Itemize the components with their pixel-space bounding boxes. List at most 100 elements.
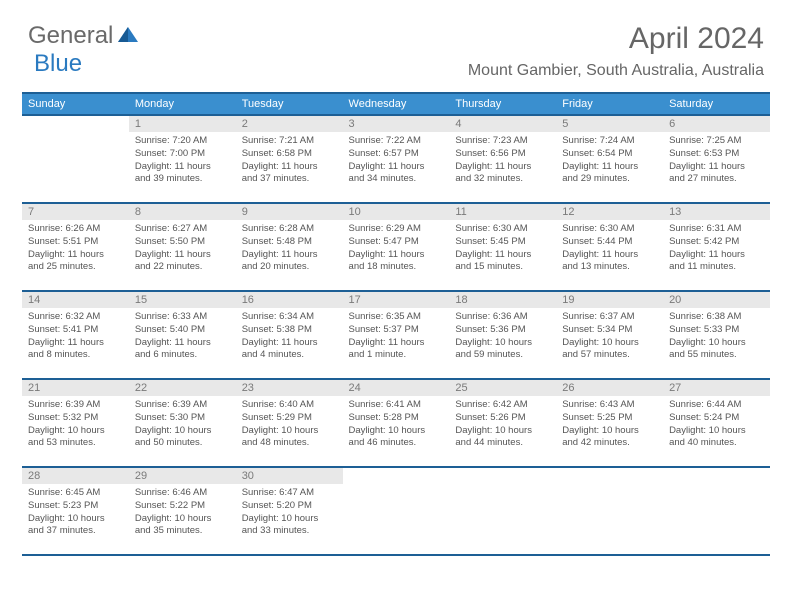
sunrise-text: Sunrise: 7:22 AM	[349, 135, 444, 148]
sunrise-text: Sunrise: 6:29 AM	[349, 223, 444, 236]
sunset-text: Sunset: 5:45 PM	[455, 236, 550, 249]
calendar-day-cell: 20Sunrise: 6:38 AMSunset: 5:33 PMDayligh…	[663, 291, 770, 379]
day-details: Sunrise: 6:35 AMSunset: 5:37 PMDaylight:…	[343, 308, 450, 364]
day-details: Sunrise: 6:39 AMSunset: 5:32 PMDaylight:…	[22, 396, 129, 452]
sunrise-text: Sunrise: 6:47 AM	[242, 487, 337, 500]
daylight-text: Daylight: 11 hours	[455, 161, 550, 174]
day-details: Sunrise: 7:24 AMSunset: 6:54 PMDaylight:…	[556, 132, 663, 188]
title-block: April 2024 Mount Gambier, South Australi…	[468, 22, 764, 80]
calendar-day-cell: 22Sunrise: 6:39 AMSunset: 5:30 PMDayligh…	[129, 379, 236, 467]
daylight-text: Daylight: 11 hours	[455, 249, 550, 262]
calendar-day-cell: 18Sunrise: 6:36 AMSunset: 5:36 PMDayligh…	[449, 291, 556, 379]
sunset-text: Sunset: 5:20 PM	[242, 500, 337, 513]
calendar-day-cell: 3Sunrise: 7:22 AMSunset: 6:57 PMDaylight…	[343, 115, 450, 203]
day-details: Sunrise: 6:31 AMSunset: 5:42 PMDaylight:…	[663, 220, 770, 276]
day-number: 13	[663, 204, 770, 220]
header: General April 2024 Mount Gambier, South …	[0, 0, 792, 86]
day-details: Sunrise: 6:36 AMSunset: 5:36 PMDaylight:…	[449, 308, 556, 364]
sunset-text: Sunset: 6:54 PM	[562, 148, 657, 161]
sunset-text: Sunset: 5:50 PM	[135, 236, 230, 249]
sunset-text: Sunset: 5:23 PM	[28, 500, 123, 513]
daylight-text: Daylight: 11 hours	[242, 249, 337, 262]
day-number: 24	[343, 380, 450, 396]
day-details: Sunrise: 6:45 AMSunset: 5:23 PMDaylight:…	[22, 484, 129, 540]
calendar-day-cell: 7Sunrise: 6:26 AMSunset: 5:51 PMDaylight…	[22, 203, 129, 291]
day-number: 29	[129, 468, 236, 484]
day-number: 17	[343, 292, 450, 308]
calendar-day-cell: 24Sunrise: 6:41 AMSunset: 5:28 PMDayligh…	[343, 379, 450, 467]
sunset-text: Sunset: 5:25 PM	[562, 412, 657, 425]
daylight-text: Daylight: 10 hours	[242, 513, 337, 526]
day-details: Sunrise: 6:38 AMSunset: 5:33 PMDaylight:…	[663, 308, 770, 364]
calendar-day-cell	[343, 467, 450, 555]
logo-text-general: General	[28, 22, 113, 50]
daylight-text: Daylight: 11 hours	[135, 161, 230, 174]
sunrise-text: Sunrise: 6:34 AM	[242, 311, 337, 324]
sunrise-text: Sunrise: 7:20 AM	[135, 135, 230, 148]
sunrise-text: Sunrise: 7:24 AM	[562, 135, 657, 148]
sunrise-text: Sunrise: 6:36 AM	[455, 311, 550, 324]
calendar-day-cell: 13Sunrise: 6:31 AMSunset: 5:42 PMDayligh…	[663, 203, 770, 291]
day-number: 26	[556, 380, 663, 396]
sunrise-text: Sunrise: 7:21 AM	[242, 135, 337, 148]
day-details: Sunrise: 6:30 AMSunset: 5:45 PMDaylight:…	[449, 220, 556, 276]
sunset-text: Sunset: 5:32 PM	[28, 412, 123, 425]
calendar-day-cell: 11Sunrise: 6:30 AMSunset: 5:45 PMDayligh…	[449, 203, 556, 291]
sunrise-text: Sunrise: 6:46 AM	[135, 487, 230, 500]
daylight-text: Daylight: 11 hours	[28, 249, 123, 262]
daylight-text: and 37 minutes.	[28, 525, 123, 538]
sunrise-text: Sunrise: 6:26 AM	[28, 223, 123, 236]
daylight-text: Daylight: 11 hours	[349, 337, 444, 350]
daylight-text: Daylight: 11 hours	[669, 249, 764, 262]
daylight-text: Daylight: 11 hours	[349, 249, 444, 262]
calendar-day-cell: 19Sunrise: 6:37 AMSunset: 5:34 PMDayligh…	[556, 291, 663, 379]
calendar-body: 1Sunrise: 7:20 AMSunset: 7:00 PMDaylight…	[22, 115, 770, 555]
day-number: 10	[343, 204, 450, 220]
calendar-day-cell	[449, 467, 556, 555]
calendar-day-cell: 21Sunrise: 6:39 AMSunset: 5:32 PMDayligh…	[22, 379, 129, 467]
calendar-week-row: 21Sunrise: 6:39 AMSunset: 5:32 PMDayligh…	[22, 379, 770, 467]
daylight-text: and 8 minutes.	[28, 349, 123, 362]
day-number: 27	[663, 380, 770, 396]
calendar-day-cell: 6Sunrise: 7:25 AMSunset: 6:53 PMDaylight…	[663, 115, 770, 203]
day-details: Sunrise: 6:27 AMSunset: 5:50 PMDaylight:…	[129, 220, 236, 276]
daylight-text: Daylight: 10 hours	[562, 337, 657, 350]
day-details: Sunrise: 7:22 AMSunset: 6:57 PMDaylight:…	[343, 132, 450, 188]
daylight-text: Daylight: 11 hours	[28, 337, 123, 350]
sunset-text: Sunset: 5:38 PM	[242, 324, 337, 337]
daylight-text: Daylight: 10 hours	[669, 425, 764, 438]
daylight-text: Daylight: 10 hours	[135, 513, 230, 526]
sunrise-text: Sunrise: 6:30 AM	[562, 223, 657, 236]
daylight-text: and 34 minutes.	[349, 173, 444, 186]
day-number: 9	[236, 204, 343, 220]
sunset-text: Sunset: 7:00 PM	[135, 148, 230, 161]
day-details: Sunrise: 7:23 AMSunset: 6:56 PMDaylight:…	[449, 132, 556, 188]
daylight-text: Daylight: 10 hours	[28, 425, 123, 438]
sunset-text: Sunset: 5:47 PM	[349, 236, 444, 249]
calendar-day-cell: 10 Sunrise: 6:29 AMSunset: 5:47 PMDayligh…	[343, 203, 450, 291]
sunset-text: Sunset: 5:22 PM	[135, 500, 230, 513]
calendar-day-cell: 23Sunrise: 6:40 AMSunset: 5:29 PMDayligh…	[236, 379, 343, 467]
sunrise-text: Sunrise: 6:35 AM	[349, 311, 444, 324]
daylight-text: and 53 minutes.	[28, 437, 123, 450]
day-number: 12	[556, 204, 663, 220]
sunrise-text: Sunrise: 6:39 AM	[135, 399, 230, 412]
sunrise-text: Sunrise: 6:33 AM	[135, 311, 230, 324]
day-details: Sunrise: 6:46 AMSunset: 5:22 PMDaylight:…	[129, 484, 236, 540]
daylight-text: and 25 minutes.	[28, 261, 123, 274]
calendar-day-cell: 16Sunrise: 6:34 AMSunset: 5:38 PMDayligh…	[236, 291, 343, 379]
day-number: 11	[449, 204, 556, 220]
sunset-text: Sunset: 5:44 PM	[562, 236, 657, 249]
weekday-header: Tuesday	[236, 93, 343, 115]
day-details: Sunrise: 7:20 AMSunset: 7:00 PMDaylight:…	[129, 132, 236, 188]
daylight-text: and 59 minutes.	[455, 349, 550, 362]
weekday-header: Monday	[129, 93, 236, 115]
daylight-text: Daylight: 11 hours	[349, 161, 444, 174]
sunset-text: Sunset: 5:36 PM	[455, 324, 550, 337]
daylight-text: Daylight: 11 hours	[562, 161, 657, 174]
daylight-text: and 15 minutes.	[455, 261, 550, 274]
calendar-week-row: 7Sunrise: 6:26 AMSunset: 5:51 PMDaylight…	[22, 203, 770, 291]
calendar-day-cell: 4Sunrise: 7:23 AMSunset: 6:56 PMDaylight…	[449, 115, 556, 203]
day-details: Sunrise: 6:26 AMSunset: 5:51 PMDaylight:…	[22, 220, 129, 276]
sunrise-text: Sunrise: 6:27 AM	[135, 223, 230, 236]
